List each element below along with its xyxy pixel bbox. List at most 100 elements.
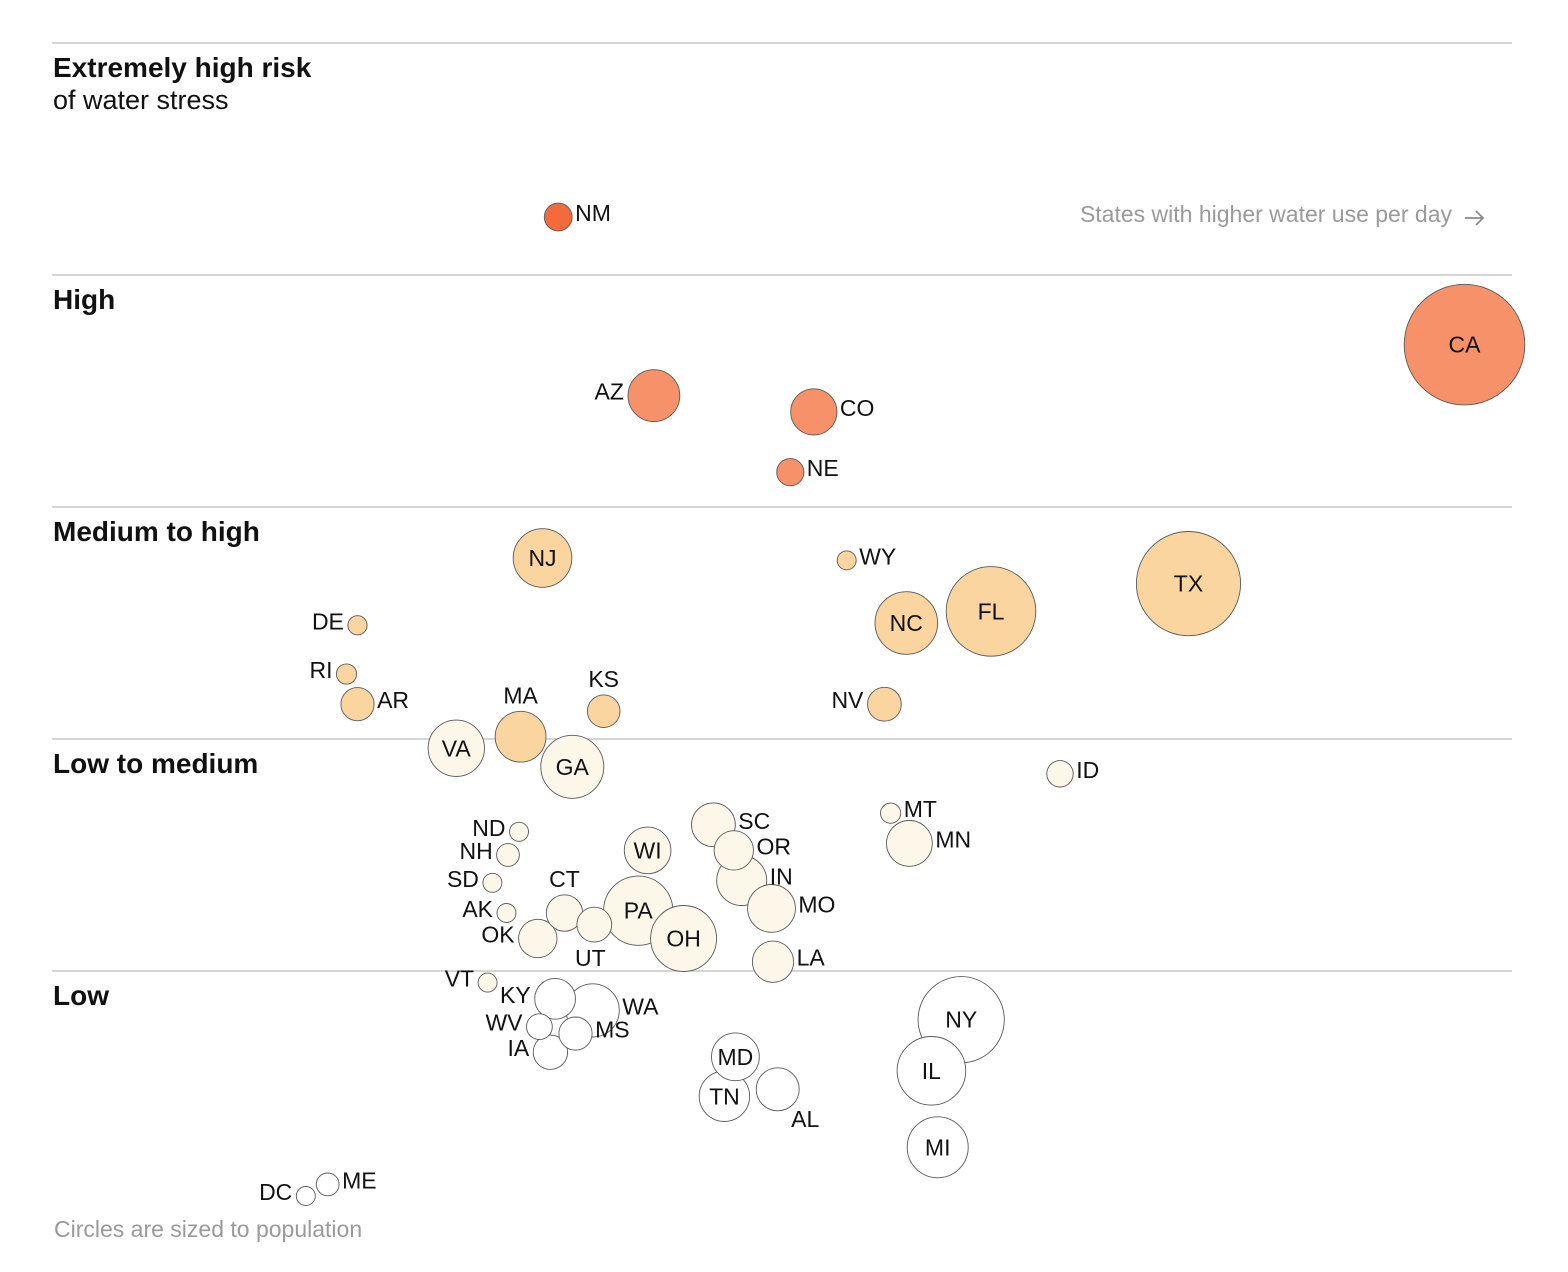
label-tx: TX [1174, 571, 1203, 597]
bubble-oh [650, 905, 718, 972]
label-fl: FL [978, 598, 1005, 624]
bubble-ga [540, 734, 605, 799]
label-va: VA [442, 735, 472, 761]
bubble-mi [906, 1116, 969, 1179]
label-vt: VT [445, 966, 474, 992]
bubble-me [315, 1172, 340, 1197]
size-legend-note: Circles are sized to population [54, 1216, 362, 1242]
bubble-wv [526, 1013, 553, 1041]
bubble-va [427, 719, 485, 777]
label-wv: WV [485, 1010, 523, 1036]
label-ky: KY [500, 982, 531, 1008]
label-ia: IA [507, 1035, 529, 1061]
label-md: MD [718, 1044, 754, 1070]
bubble-mo [747, 884, 796, 933]
label-or: OR [757, 833, 792, 859]
bubble-nh [496, 843, 520, 867]
label-nm: NM [575, 200, 611, 226]
label-mi: MI [925, 1134, 951, 1160]
band-subtitle-extreme: of water stress [53, 85, 229, 115]
band-title-low: Low [53, 980, 109, 1011]
bubble-fl [945, 566, 1037, 657]
label-de: DE [312, 608, 344, 634]
bubble-ut [576, 906, 613, 943]
label-co: CO [840, 395, 875, 421]
label-wa: WA [622, 993, 659, 1019]
label-il: IL [922, 1058, 941, 1084]
label-pa: PA [624, 898, 654, 924]
band-title-high: High [53, 284, 115, 315]
label-ct: CT [549, 866, 580, 892]
bubble-ok [518, 918, 558, 959]
arrow-right-icon [1465, 210, 1485, 226]
bubble-mt [880, 802, 902, 824]
label-mo: MO [798, 891, 835, 917]
label-ut: UT [575, 945, 606, 971]
label-id: ID [1076, 757, 1099, 783]
state-labels: NM CA AZ CO NE NJ WY TX FL NC DE RI AR MA KS NV VA GA ID MT… [259, 200, 1481, 1205]
label-nv: NV [831, 687, 864, 713]
bubble-dc [295, 1186, 316, 1206]
label-ri: RI [310, 657, 333, 683]
label-tn: TN [709, 1083, 740, 1109]
label-ak: AK [462, 896, 493, 922]
bubble-ne [776, 458, 805, 487]
bubble-mn [886, 820, 933, 867]
bubble-vt [477, 972, 498, 993]
label-mt: MT [904, 796, 937, 822]
bubble-ak [496, 903, 517, 923]
bubble-wy [836, 550, 857, 571]
label-wi: WI [634, 837, 662, 863]
bubble-al [755, 1067, 800, 1112]
label-sc: SC [738, 808, 770, 834]
bubble-nj [512, 528, 573, 588]
bubble-il [896, 1036, 967, 1106]
label-in: IN [770, 864, 793, 890]
label-mn: MN [935, 826, 971, 852]
bubble-ms [558, 1016, 593, 1051]
bubble-la [751, 940, 795, 983]
bubble-ca [1403, 283, 1526, 406]
label-ga: GA [556, 754, 590, 780]
label-ks: KS [588, 666, 619, 692]
bubble-ia [532, 1034, 569, 1070]
bubble-az [627, 369, 681, 422]
bubble-ky [534, 977, 576, 1020]
band-title-extreme: Extremely high risk [53, 52, 312, 83]
bubble-wi [623, 826, 672, 875]
bubble-de [347, 615, 368, 636]
bubble-md [711, 1032, 760, 1082]
label-ma: MA [503, 682, 538, 708]
bubble-nv [867, 686, 902, 722]
label-ms: MS [595, 1017, 630, 1043]
bubble-nc [874, 591, 939, 655]
label-nh: NH [459, 838, 492, 864]
bubble-ks [586, 694, 621, 728]
bubble-sd [482, 872, 503, 893]
bubble-ma [494, 710, 547, 763]
state-bubbles [295, 202, 1526, 1206]
label-nj: NJ [528, 545, 556, 571]
label-la: LA [797, 945, 826, 971]
bubble-ar [340, 687, 375, 722]
label-ny: NY [945, 1007, 977, 1033]
bubble-nm [543, 202, 573, 232]
bubble-co [790, 388, 838, 436]
label-ca: CA [1449, 332, 1482, 358]
label-ne: NE [807, 455, 839, 481]
bubble-or [713, 830, 754, 871]
label-dc: DC [259, 1179, 292, 1205]
label-me: ME [342, 1167, 377, 1193]
label-al: AL [791, 1106, 819, 1132]
band-title-medium_high: Medium to high [53, 516, 260, 547]
label-sd: SD [447, 866, 479, 892]
label-nc: NC [890, 610, 923, 636]
label-ar: AR [377, 687, 409, 713]
band-title-low_medium: Low to medium [53, 748, 258, 779]
bubble-id [1046, 760, 1074, 788]
label-oh: OH [666, 926, 701, 952]
bubble-ri [335, 663, 358, 685]
label-nd: ND [472, 815, 505, 841]
